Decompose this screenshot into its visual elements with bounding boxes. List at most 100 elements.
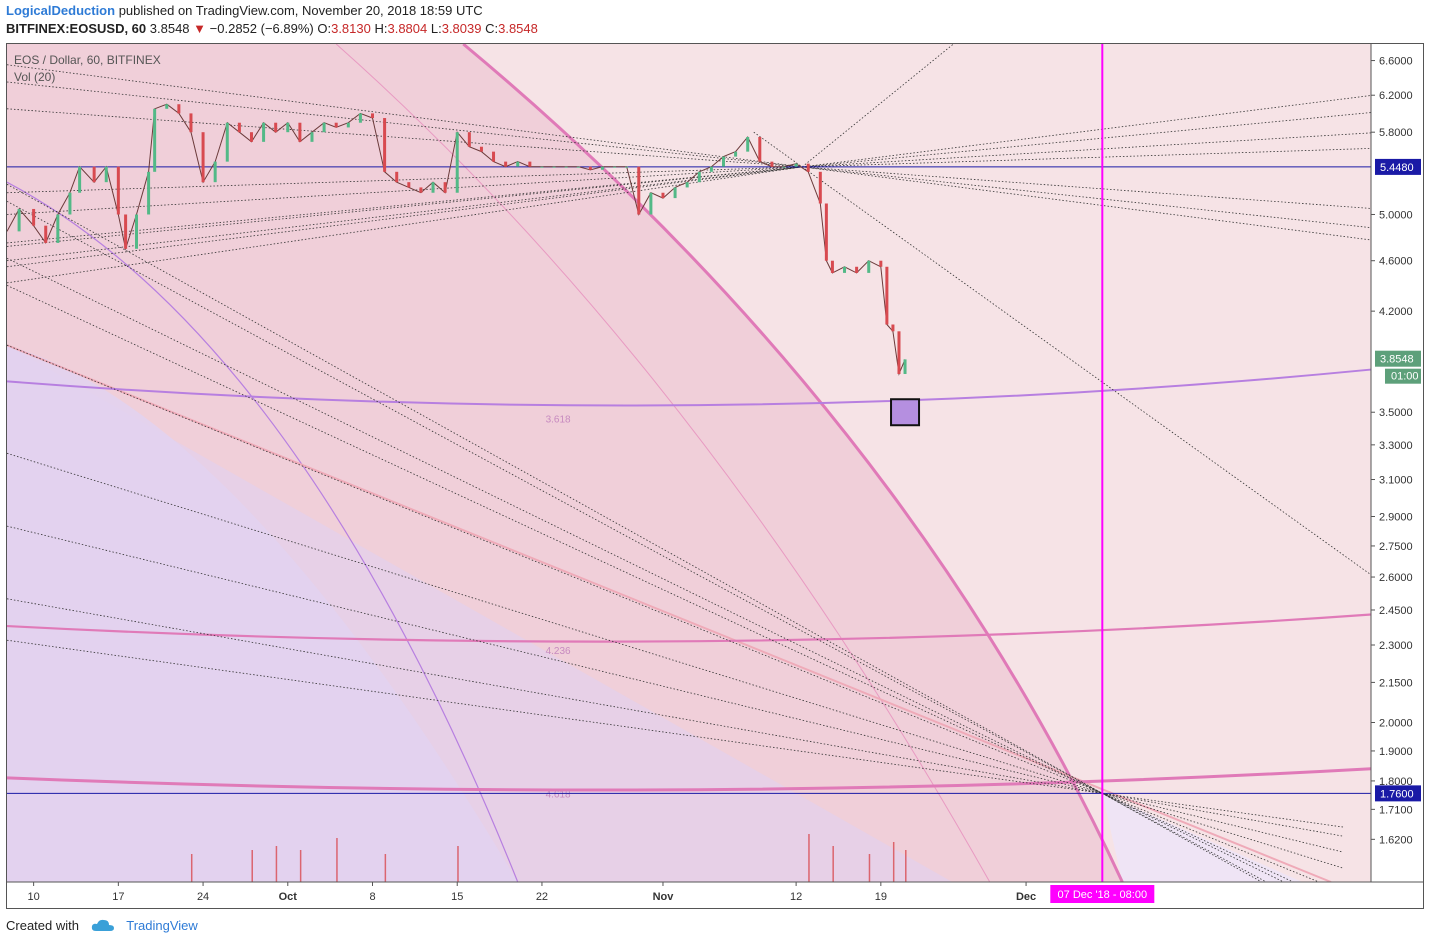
created-with-text: Created with xyxy=(6,918,79,933)
candle xyxy=(443,182,447,193)
series-legend[interactable]: EOS / Dollar, 60, BITFINEX xyxy=(14,53,161,67)
candle xyxy=(310,132,314,142)
fib-level-label: 4.236 xyxy=(546,646,571,657)
y-tick-label: 3.5000 xyxy=(1379,407,1413,419)
candle xyxy=(758,136,762,162)
candle xyxy=(213,161,217,183)
x-tick-label: 10 xyxy=(28,891,40,903)
x-tick-label: Oct xyxy=(279,891,298,903)
price-tag-label: 1.7600 xyxy=(1380,788,1414,800)
candle xyxy=(818,171,822,204)
volume-bar xyxy=(892,842,895,882)
author-link[interactable]: LogicalDeduction xyxy=(6,3,116,18)
candle xyxy=(564,166,568,168)
countdown-tag xyxy=(1385,368,1421,384)
candle xyxy=(286,122,290,133)
candle xyxy=(17,208,21,232)
candle xyxy=(492,151,496,162)
fib-circle-arc-purple xyxy=(7,181,519,883)
x-tick-label: 15 xyxy=(451,891,463,903)
candle xyxy=(44,225,48,243)
volume-legend[interactable]: Vol (20) xyxy=(14,70,56,84)
chart-area[interactable]: 3.618 4.236 4.618 6.6000 6.2000 5.8000 5.0000 4… xyxy=(6,43,1424,909)
volume-bar xyxy=(808,834,810,882)
fan-line xyxy=(7,112,1372,244)
x-tick-label: 17 xyxy=(112,891,124,903)
candle xyxy=(237,122,241,133)
price-change: −0.2852 (−6.89%) xyxy=(209,21,314,36)
candle xyxy=(879,260,883,267)
y-tick-label: 6.2000 xyxy=(1379,90,1413,102)
y-tick-label: 3.1000 xyxy=(1379,475,1413,487)
candle xyxy=(165,104,169,109)
fib-level-label: 3.618 xyxy=(546,415,571,426)
candle xyxy=(346,122,350,128)
tradingview-cloud-icon xyxy=(91,918,115,935)
low-value: 3.8039 xyxy=(441,21,482,36)
fib-inner-region xyxy=(7,345,518,882)
fan-line xyxy=(7,108,1372,209)
price-tag-label: 5.4480 xyxy=(1380,162,1414,174)
fan-line xyxy=(7,257,1338,908)
candle xyxy=(613,166,617,168)
fib-right-region xyxy=(1102,793,1303,882)
tradingview-link[interactable]: TradingView xyxy=(126,918,198,933)
fib-diagonal xyxy=(7,344,1332,883)
price-tag xyxy=(1375,158,1421,175)
candle xyxy=(407,182,411,188)
candle xyxy=(116,166,120,215)
candle xyxy=(697,171,701,183)
fan-line xyxy=(7,598,1344,837)
candle xyxy=(177,104,181,114)
y-tick-label: 4.6000 xyxy=(1379,256,1413,268)
candle xyxy=(625,166,629,168)
candle xyxy=(552,166,556,168)
countdown-label: 01:00 xyxy=(1391,371,1419,383)
x-tick-label: 22 xyxy=(536,891,548,903)
candle xyxy=(794,163,798,167)
volume-bar xyxy=(384,854,387,882)
fib-level-curve xyxy=(7,368,1372,407)
close-value: 3.8548 xyxy=(498,21,538,36)
candle xyxy=(201,132,205,183)
candle xyxy=(189,113,193,133)
candle xyxy=(528,161,532,167)
y-tick-label: 6.6000 xyxy=(1379,56,1413,68)
fan-line xyxy=(801,44,954,168)
candle xyxy=(843,266,847,273)
candle xyxy=(685,182,689,188)
published-text: published on TradingView.com, November 2… xyxy=(118,3,483,18)
candle xyxy=(358,113,362,123)
fan-line xyxy=(7,166,803,284)
high-label: H: xyxy=(374,21,388,36)
y-tick-label: 1.6200 xyxy=(1379,834,1413,846)
candle xyxy=(903,359,907,374)
candle xyxy=(153,108,157,172)
candle xyxy=(637,166,641,215)
price-axis-bg xyxy=(1371,44,1423,908)
fan-line xyxy=(7,132,1372,215)
x-tick-label: Dec xyxy=(1016,891,1036,903)
candle xyxy=(540,166,544,168)
candle xyxy=(782,166,786,168)
candle xyxy=(395,171,399,183)
candle xyxy=(334,122,338,128)
y-tick-label: 2.7500 xyxy=(1379,541,1413,553)
candle xyxy=(56,214,60,243)
open-value: 3.8130 xyxy=(331,21,371,36)
y-tick-label: 2.9000 xyxy=(1379,511,1413,523)
y-tick-label: 1.9000 xyxy=(1379,746,1413,758)
chart-svg[interactable]: 3.618 4.236 4.618 6.6000 6.2000 5.8000 5.0000 4… xyxy=(7,44,1423,908)
last-price: 3.8548 xyxy=(149,21,190,36)
candle xyxy=(709,166,713,172)
volume-bar xyxy=(336,838,338,882)
candle xyxy=(516,161,520,167)
candle xyxy=(661,192,665,199)
volume-bar xyxy=(868,854,871,882)
candle xyxy=(855,266,859,273)
volume-bar xyxy=(457,846,459,882)
price-tag xyxy=(1375,785,1421,802)
candle xyxy=(249,132,253,142)
fan-line xyxy=(7,183,1310,908)
x-tick-label: 24 xyxy=(197,891,209,903)
